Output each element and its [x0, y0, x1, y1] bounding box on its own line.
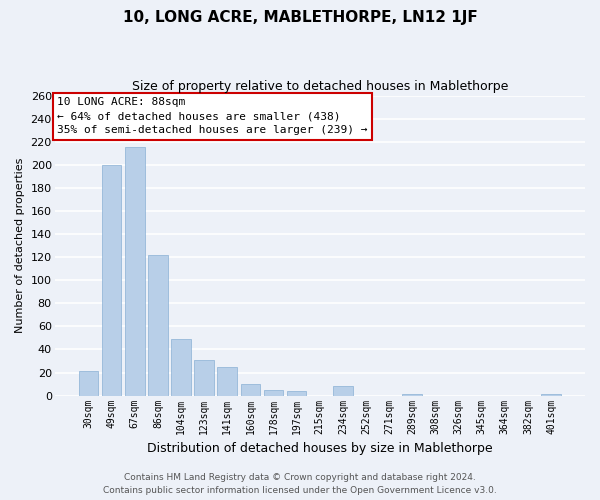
- Text: 10 LONG ACRE: 88sqm
← 64% of detached houses are smaller (438)
35% of semi-detac: 10 LONG ACRE: 88sqm ← 64% of detached ho…: [57, 97, 368, 135]
- Bar: [102, 165, 121, 396]
- Bar: [333, 386, 353, 396]
- Bar: [148, 255, 168, 396]
- Bar: [541, 394, 561, 396]
- X-axis label: Distribution of detached houses by size in Mablethorpe: Distribution of detached houses by size …: [147, 442, 493, 455]
- Bar: [264, 390, 283, 396]
- Bar: [241, 384, 260, 396]
- Bar: [194, 360, 214, 396]
- Bar: [287, 391, 307, 396]
- Bar: [79, 372, 98, 396]
- Text: 10, LONG ACRE, MABLETHORPE, LN12 1JF: 10, LONG ACRE, MABLETHORPE, LN12 1JF: [122, 10, 478, 25]
- Bar: [217, 367, 237, 396]
- Bar: [125, 148, 145, 396]
- Bar: [403, 394, 422, 396]
- Text: Contains HM Land Registry data © Crown copyright and database right 2024.
Contai: Contains HM Land Registry data © Crown c…: [103, 474, 497, 495]
- Title: Size of property relative to detached houses in Mablethorpe: Size of property relative to detached ho…: [131, 80, 508, 93]
- Bar: [171, 339, 191, 396]
- Y-axis label: Number of detached properties: Number of detached properties: [15, 158, 25, 334]
